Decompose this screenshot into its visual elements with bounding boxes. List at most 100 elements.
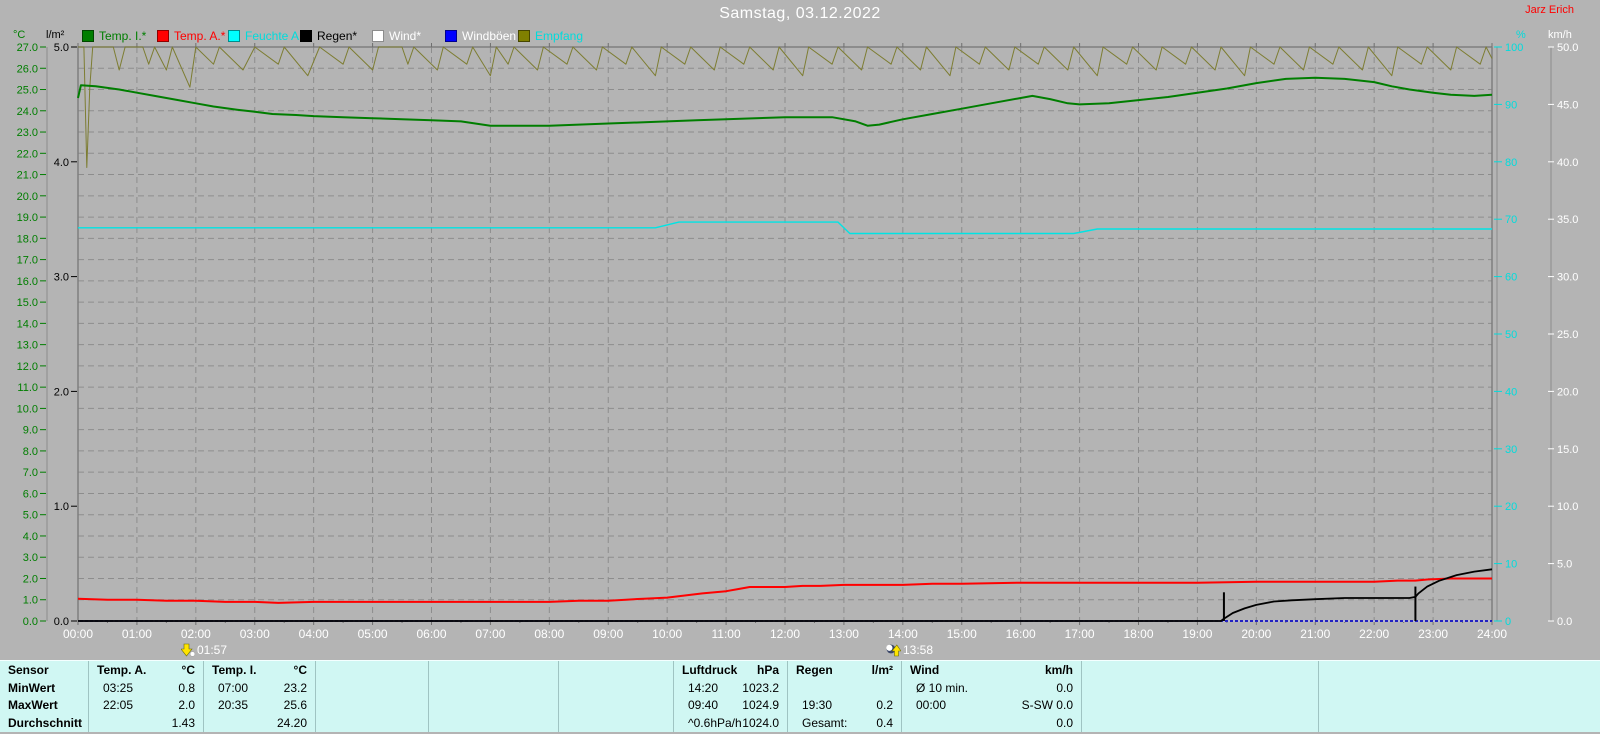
table-column-temp-i: Temp. I. °C 07:00 23.2 20:35 25.6 24.20 [203,661,315,732]
tick-label-humidity: 0 [1505,616,1511,628]
tick-label-x: 01:00 [122,627,152,641]
column-name: Wind [910,662,940,677]
station-owner: Jarz Erich [1525,4,1574,16]
table-column-header: Regen l/m² [788,661,901,679]
tick-label-temp: 26.0 [17,63,38,75]
cell-value: 1.43 [171,716,195,731]
tick-label-rain: 0.0 [54,616,69,628]
table-column-header [1319,661,1600,679]
cell-time: 14:20 [688,680,719,695]
column-unit: hPa [756,662,779,677]
tick-label-temp: 17.0 [17,255,38,267]
legend-item-wind[interactable]: Wind* [372,29,421,43]
tick-label-temp: 14.0 [17,318,38,330]
tick-label-x: 09:00 [593,627,623,641]
legend-item-regen[interactable]: Regen* [300,29,357,43]
tick-label-x: 04:00 [299,627,329,641]
table-cell-row [1082,679,1318,697]
axis-header-rain: l/m² [46,29,65,41]
table-column-header: Wind km/h [902,661,1081,679]
column-name: Luftdruck [682,662,738,677]
tick-label-x: 15:00 [947,627,977,641]
tick-label-humidity: 70 [1505,214,1517,226]
tick-label-x: 14:00 [888,627,918,641]
tick-label-temp: 8.0 [23,446,38,458]
tick-label-wind: 45.0 [1557,99,1578,111]
table-cell-row [788,679,901,697]
legend-swatch-windboeen [445,30,457,42]
table-column-header [429,661,558,679]
tick-label-temp: 20.0 [17,191,38,203]
table-cell-row: 0.0 [902,714,1081,732]
cell-value: 0.0 [1056,680,1073,695]
table-row-label: Sensor [8,662,49,677]
tick-label-wind: 5.0 [1557,559,1572,571]
tick-label-temp: 21.0 [17,170,38,182]
table-cell-row: 14:20 1023.2 [674,679,787,697]
tick-label-wind: 50.0 [1557,42,1578,54]
table-cell-row: 00:00 S-SW 0.0 [902,697,1081,715]
legend-swatch-wind [372,30,384,42]
tick-label-x: 10:00 [652,627,682,641]
table-row-label: MinWert [8,680,56,695]
table-cell-row [429,697,558,715]
cell-value: 1023.2 [742,680,779,695]
table-cell-row: Gesamt: 0.4 [788,714,901,732]
cell-time: 09:40 [688,698,719,713]
tick-label-x: 23:00 [1418,627,1448,641]
tick-label-temp: 16.0 [17,276,38,288]
table-column-header: Luftdruck hPa [674,661,787,679]
table-column-empty-2 [315,661,428,732]
series-empfang [78,46,1493,168]
tick-label-temp: 27.0 [17,42,38,54]
table-cell-row [1319,679,1600,697]
tick-label-temp: 24.0 [17,106,38,118]
legend-item-empfang[interactable]: Empfang [518,29,583,43]
column-unit: °C [293,662,307,677]
page-title: Samstag, 03.12.2022 [719,5,881,22]
table-cell-row [1319,714,1600,732]
tick-label-temp: 13.0 [17,340,38,352]
cell-value: 24.20 [276,716,307,731]
legend-item-temp-a[interactable]: Temp. A.* [157,29,225,43]
tick-label-x: 16:00 [1006,627,1036,641]
tick-label-temp: 11.0 [17,382,38,394]
table-cell-row [559,714,673,732]
cell-time: 20:35 [218,698,249,713]
tick-label-temp: 9.0 [23,425,38,437]
table-cell-row: 20:35 25.6 [204,697,315,715]
tick-label-wind: 35.0 [1557,214,1578,226]
stats-table: Sensor MinWert MaxWert Durchschnitt Temp. A.… [0,660,1600,732]
table-column-header [559,661,673,679]
axis-header-humidity: % [1516,29,1526,41]
legend-swatch-feuchte-a [228,30,240,42]
legend-label: Wind* [389,29,422,43]
tick-label-temp: 18.0 [17,233,38,245]
table-cell-row: 22:05 2.0 [89,697,203,715]
tick-label-x: 19:00 [1182,627,1212,641]
legend-item-temp-i[interactable]: Temp. I.* [82,29,146,43]
table-column-header [1082,661,1318,679]
legend-label: Temp. I.* [99,29,147,43]
table-column-header: Temp. I. °C [204,661,315,679]
tick-label-x: 20:00 [1241,627,1271,641]
table-column-empty-4 [558,661,673,732]
tick-label-temp: 3.0 [23,552,38,564]
cell-value: 0.4 [876,716,893,731]
tick-label-x: 21:00 [1300,627,1330,641]
tick-label-rain: 4.0 [54,157,69,169]
table-cell-row: 1.43 [89,714,203,732]
tick-label-humidity: 100 [1505,42,1523,54]
tick-label-temp: 6.0 [23,488,38,500]
cell-time: ^0.6hPa/h [688,716,742,731]
legend-swatch-regen [300,30,312,42]
cell-time: 03:25 [103,680,134,695]
table-cell-row: ^0.6hPa/h 1024.0 [674,714,787,732]
cell-value: 23.2 [283,680,307,695]
table-row-label: MaxWert [8,698,58,713]
legend-item-windboeen[interactable]: Windböen [445,29,516,43]
table-column-empty-9 [1318,661,1600,732]
legend-label: Feuchte A.* [245,29,308,43]
tick-label-temp: 19.0 [17,212,38,224]
legend-item-feuchte-a[interactable]: Feuchte A.* [228,29,307,43]
